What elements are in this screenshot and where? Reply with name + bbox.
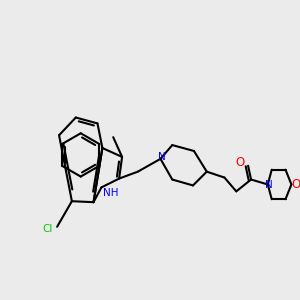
Text: N: N bbox=[158, 152, 165, 162]
Text: O: O bbox=[236, 156, 245, 169]
Text: NH: NH bbox=[103, 188, 119, 198]
Text: N: N bbox=[265, 180, 273, 190]
Text: O: O bbox=[292, 178, 300, 191]
Text: Cl: Cl bbox=[43, 224, 53, 234]
